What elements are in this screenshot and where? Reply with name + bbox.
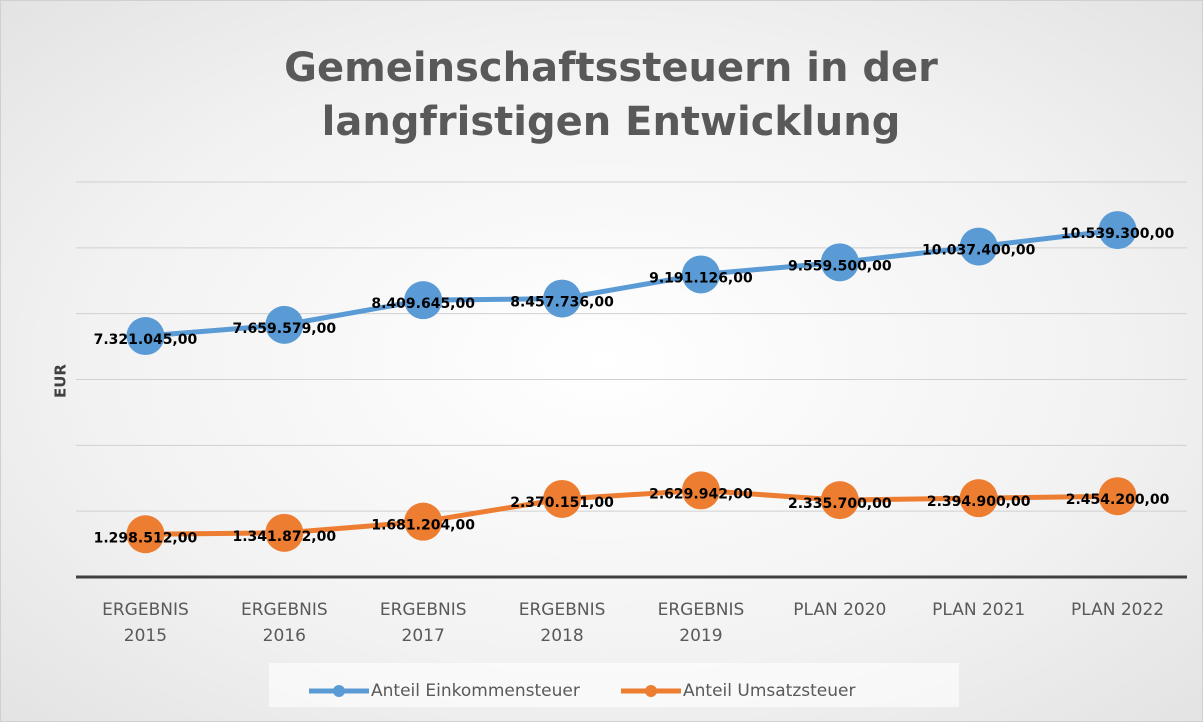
legend-box — [269, 663, 959, 707]
marker — [681, 255, 720, 294]
data-label: 7.321.045,00 — [94, 332, 198, 348]
data-label: 9.191.126,00 — [649, 270, 753, 286]
x-tick-label: ERGEBNIS 2017 — [379, 600, 467, 646]
x-tick-label: PLAN 2020 — [793, 600, 887, 620]
marker — [126, 515, 165, 554]
data-label: 10.037.400,00 — [922, 243, 1036, 259]
data-label: 1.681.204,00 — [371, 518, 475, 534]
marker — [681, 471, 720, 510]
marker — [265, 513, 304, 552]
x-tick-label: ERGEBNIS 2016 — [240, 600, 328, 646]
legend-marker — [645, 685, 657, 697]
marker — [820, 481, 859, 520]
marker — [265, 305, 304, 344]
data-label: 1.298.512,00 — [94, 530, 198, 546]
x-tick-label: PLAN 2022 — [1070, 600, 1165, 620]
marker — [820, 243, 859, 282]
data-label: 2.454.200,00 — [1066, 492, 1170, 508]
data-label: 9.559.500,00 — [788, 258, 892, 274]
y-axis-label: EUR — [52, 364, 70, 398]
series-line — [145, 487, 1118, 537]
marker — [959, 227, 998, 266]
x-tick-label: PLAN 2021 — [932, 600, 1026, 620]
marker — [959, 479, 998, 518]
legend-label: Anteil Einkommensteuer — [371, 681, 580, 701]
legend-label: Anteil Umsatzsteuer — [683, 681, 855, 701]
x-tick-label: ERGEBNIS 2019 — [657, 600, 745, 646]
x-tick-label: ERGEBNIS 2015 — [102, 600, 189, 646]
data-label: 8.457.736,00 — [510, 295, 614, 311]
marker — [404, 281, 443, 320]
data-label: 2.335.700,00 — [788, 496, 892, 512]
data-label: 2.370.151,00 — [510, 495, 614, 511]
marker — [404, 502, 443, 541]
data-label: 7.659.579,00 — [232, 321, 336, 337]
data-label: 2.629.942,00 — [649, 486, 753, 502]
marker — [126, 317, 165, 356]
marker — [543, 479, 582, 518]
marker — [543, 279, 582, 318]
data-label: 10.539.300,00 — [1061, 226, 1175, 242]
series-line — [145, 227, 1118, 339]
chart-title: Gemeinschaftssteuern in der langfristige… — [284, 45, 938, 145]
marker — [1098, 477, 1137, 516]
legend-marker — [333, 685, 345, 697]
data-label: 1.341.872,00 — [232, 529, 336, 545]
data-label: 8.409.645,00 — [371, 296, 475, 312]
x-tick-label: ERGEBNIS 2018 — [518, 600, 606, 646]
marker — [1098, 211, 1137, 250]
data-label: 2.394.900,00 — [927, 494, 1031, 510]
